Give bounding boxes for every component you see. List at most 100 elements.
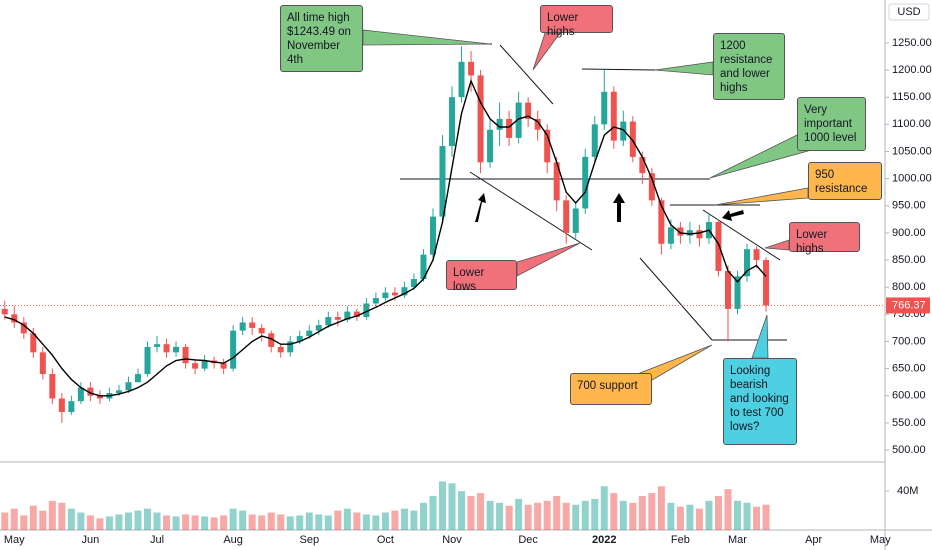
volume-bar (153, 512, 161, 530)
y-tick-label: 1250.00 (892, 37, 932, 49)
candle-body (87, 387, 94, 396)
currency-badge (888, 3, 930, 21)
candle-body (639, 156, 646, 174)
candle-body (58, 398, 65, 413)
volume-bar (695, 508, 703, 530)
candle-body (182, 346, 189, 364)
volume-bar (724, 489, 732, 530)
volume-bar (553, 496, 561, 530)
volume-bar (229, 508, 237, 530)
volume-bar (248, 514, 256, 530)
x-tick-label: Nov (442, 534, 462, 546)
candle-body (515, 102, 522, 138)
volume-bar (581, 500, 589, 530)
candle-body (667, 227, 674, 244)
candle-body (315, 325, 322, 331)
volume-bar (629, 502, 637, 530)
x-tick-label: Apr (805, 534, 822, 546)
volume-bar (743, 502, 751, 530)
candles (1, 46, 770, 423)
y-tick-label: 800.00 (892, 281, 926, 293)
volume-bar (496, 502, 504, 530)
candle-body (601, 91, 608, 125)
callout: 1200 resistance and lower highs (713, 33, 785, 100)
volume-bar (267, 512, 275, 530)
volume-bar (562, 502, 570, 530)
volume-bar (467, 496, 475, 530)
candle-body (20, 322, 27, 334)
candle-body (49, 374, 56, 399)
volume-bar (591, 498, 599, 530)
callout-pointer (362, 29, 491, 46)
volume-bar (610, 493, 618, 530)
volume-bar (762, 504, 770, 530)
volume-bar (734, 500, 741, 530)
candle-body (230, 330, 237, 369)
y-tick-label: 700.00 (892, 335, 926, 347)
price-axis-bg (885, 0, 932, 550)
candle-body (68, 401, 75, 413)
volume-bar (201, 516, 209, 530)
candle-body (410, 279, 417, 288)
candle-body (1, 308, 8, 315)
candle-body (487, 129, 494, 163)
volume-bar (429, 496, 437, 530)
volume-bar (96, 518, 104, 530)
moving-average (4, 78, 767, 397)
callout: Lower highs (540, 5, 613, 38)
volume-bar (343, 508, 351, 530)
callout: Looking bearish and looking to test 700 … (723, 358, 797, 445)
volume-bar (572, 504, 580, 530)
volume-bar (48, 500, 56, 530)
volume-bars (1, 481, 770, 530)
volume-bar (144, 508, 151, 530)
candle-body (591, 124, 598, 157)
candle-body (458, 61, 465, 98)
candle-body (677, 227, 684, 236)
volume-bar (86, 515, 94, 530)
x-tick-label: Jul (150, 534, 164, 546)
volume-bar (334, 510, 342, 530)
volume-bar (315, 514, 323, 530)
y-tick-label: 650.00 (892, 363, 926, 375)
x-tick-label: May (4, 534, 25, 546)
volume-bar (600, 486, 608, 530)
candle-body (154, 344, 161, 347)
candle-body (477, 75, 484, 163)
callout: Very important 1000 level (797, 97, 866, 151)
x-tick-label: 2022 (592, 534, 616, 546)
candle-body (744, 249, 751, 277)
volume-bar (362, 514, 370, 530)
volume-bar (258, 515, 266, 530)
volume-bar (210, 517, 218, 530)
y-tick-label: 1150.00 (892, 91, 931, 103)
callout-pointer (714, 187, 809, 206)
candle-body (696, 230, 703, 239)
candle-body (753, 249, 760, 261)
volume-bar (105, 516, 113, 530)
y-tick-label: 550.00 (892, 417, 926, 429)
candle-body (201, 360, 208, 369)
x-tick-label: Oct (377, 534, 394, 546)
candle-body (734, 276, 741, 309)
candle-body (382, 292, 389, 299)
candle-body (353, 311, 360, 318)
volume-bar (410, 510, 418, 530)
x-tick-label: May (870, 534, 891, 546)
volume-bar (353, 512, 361, 530)
arrow (613, 193, 625, 222)
trend-line (499, 44, 554, 105)
volume-bar (619, 500, 627, 530)
volume-bar (458, 491, 466, 530)
x-tick-label: Feb (671, 534, 690, 546)
callout: Lower lows (446, 260, 517, 293)
callout: 700 support (570, 373, 652, 405)
volume-bar (419, 502, 427, 530)
candle-body (96, 395, 103, 399)
candle-body (134, 374, 141, 383)
x-tick-label: Jun (82, 534, 100, 546)
candle-body (30, 333, 37, 353)
volume-bar (667, 502, 675, 530)
volume-bar (277, 514, 285, 530)
